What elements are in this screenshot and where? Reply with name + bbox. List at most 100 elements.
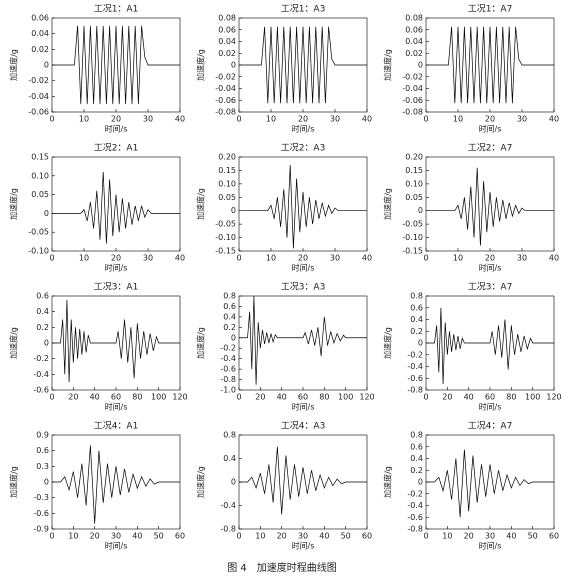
y-tick-label: 0.8 <box>410 292 423 301</box>
x-tick-label: 30 <box>330 254 340 263</box>
x-tick-label: 60 <box>549 532 559 541</box>
y-tick-label: -1.0 <box>220 386 236 395</box>
x-tick-label: 10 <box>453 115 463 124</box>
x-tick-label: 10 <box>79 115 89 124</box>
x-tick-label: 40 <box>132 532 142 541</box>
x-axis-label: 时间/s <box>105 541 128 551</box>
y-tick-label: 0.06 <box>218 25 236 34</box>
x-tick-label: 0 <box>236 532 241 541</box>
signal-line <box>52 445 180 524</box>
x-tick-label: 40 <box>90 393 100 402</box>
y-tick-label: 0.08 <box>405 14 423 23</box>
y-tick-label: 0.6 <box>223 302 236 311</box>
y-tick-label: -0.3 <box>33 493 49 502</box>
y-tick-label: -0.8 <box>220 525 236 534</box>
x-tick-label: 0 <box>49 393 54 402</box>
x-tick-label: 20 <box>485 115 495 124</box>
x-tick-label: 20 <box>90 532 100 541</box>
x-tick-label: 10 <box>266 115 276 124</box>
x-tick-label: 80 <box>506 393 516 402</box>
x-tick-label: 10 <box>266 254 276 263</box>
y-tick-label: 0.4 <box>36 307 49 316</box>
figure-caption: 图 4 加速度时程曲线图 <box>227 561 337 574</box>
y-tick-label: -0.4 <box>407 362 423 371</box>
x-tick-label: 20 <box>68 393 78 402</box>
y-axis-label: 加速度/g <box>383 466 393 498</box>
y-tick-label: 0.06 <box>405 25 423 34</box>
x-tick-label: 0 <box>236 115 241 124</box>
signal-line <box>239 295 367 385</box>
y-tick-label: 0.4 <box>410 315 423 324</box>
x-tick-label: 30 <box>143 254 153 263</box>
y-tick-label: 0.20 <box>405 153 423 162</box>
y-tick-label: 0.05 <box>218 193 236 202</box>
y-tick-label: -0.2 <box>407 350 423 359</box>
y-tick-label: 0.15 <box>405 166 423 175</box>
x-tick-label: 40 <box>464 393 474 402</box>
y-tick-label: -0.6 <box>220 365 236 374</box>
x-tick-label: 60 <box>362 532 372 541</box>
y-tick-label: -0.04 <box>215 84 236 93</box>
x-tick-label: 50 <box>528 532 538 541</box>
y-tick-label: 0.2 <box>223 323 236 332</box>
y-tick-label: 0.2 <box>36 323 49 332</box>
x-axis-label: 时间/s <box>105 124 128 134</box>
y-tick-label: 0.20 <box>218 153 236 162</box>
x-tick-label: 30 <box>485 532 495 541</box>
y-tick-label: -0.05 <box>28 228 49 237</box>
x-tick-label: 40 <box>362 254 372 263</box>
signal-line <box>52 172 180 244</box>
signal-line <box>239 165 367 249</box>
plot-frame <box>238 295 368 391</box>
y-tick-label: 0.6 <box>410 303 423 312</box>
x-tick-label: 0 <box>423 254 428 263</box>
x-tick-label: 60 <box>175 532 185 541</box>
y-tick-label: -0.8 <box>407 525 423 534</box>
x-tick-label: 0 <box>49 115 54 124</box>
y-axis-label: 加速度/g <box>9 188 19 220</box>
y-tick-label: -0.02 <box>402 72 423 81</box>
y-tick-label: 0.2 <box>410 327 423 336</box>
panel-title: 工况4：A3 <box>281 421 326 432</box>
y-tick-label: 0 <box>418 61 423 70</box>
y-tick-label: 0.6 <box>36 446 49 455</box>
y-tick-label: -0.06 <box>402 96 423 105</box>
y-tick-label: 0.4 <box>223 454 236 463</box>
x-tick-label: 20 <box>298 115 308 124</box>
y-tick-label: -0.04 <box>402 84 423 93</box>
y-axis-label: 加速度/g <box>9 466 19 498</box>
x-tick-label: 20 <box>277 532 287 541</box>
y-tick-label: 0.4 <box>410 454 423 463</box>
y-tick-label: 0 <box>418 206 423 215</box>
y-tick-label: 0.05 <box>405 193 423 202</box>
y-tick-label: -0.2 <box>407 489 423 498</box>
y-tick-label: 0.10 <box>218 179 236 188</box>
y-axis-label: 加速度/g <box>383 327 393 359</box>
y-tick-label: -0.8 <box>220 375 236 384</box>
y-tick-label: 0.15 <box>218 166 236 175</box>
y-tick-label: -0.4 <box>33 370 49 379</box>
x-tick-label: 100 <box>151 393 166 402</box>
y-tick-label: -0.15 <box>215 247 236 256</box>
x-tick-label: 10 <box>255 532 265 541</box>
y-tick-label: -0.06 <box>28 108 49 117</box>
y-tick-label: 0 <box>231 206 236 215</box>
y-axis-label: 加速度/g <box>196 49 206 81</box>
signal-line <box>426 307 554 385</box>
y-tick-label: -0.10 <box>28 247 49 256</box>
x-tick-label: 120 <box>359 393 374 402</box>
x-tick-label: 40 <box>175 115 185 124</box>
x-tick-label: 120 <box>546 393 561 402</box>
y-tick-label: -0.6 <box>33 509 49 518</box>
y-tick-label: 0.3 <box>36 462 49 471</box>
x-tick-label: 0 <box>236 254 241 263</box>
y-tick-label: -0.05 <box>402 220 423 229</box>
x-axis-label: 时间/s <box>292 263 315 273</box>
x-tick-label: 0 <box>423 393 428 402</box>
panel-title: 工况2：A7 <box>468 143 513 154</box>
y-tick-label: 0.02 <box>218 49 236 58</box>
x-tick-label: 10 <box>79 254 89 263</box>
x-axis-label: 时间/s <box>479 402 502 412</box>
y-axis-label: 加速度/g <box>383 188 393 220</box>
